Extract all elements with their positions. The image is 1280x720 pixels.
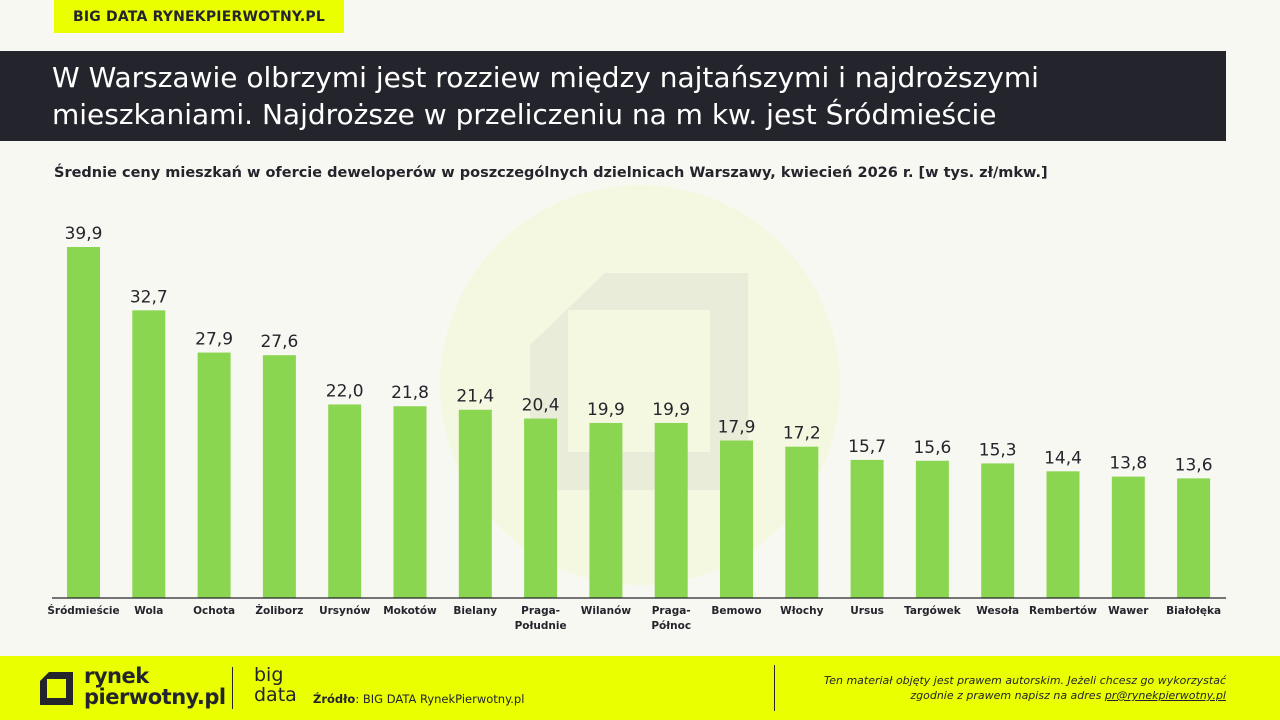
- category-label-12: Ursus: [850, 605, 884, 617]
- category-label-0: Śródmieście: [47, 604, 119, 617]
- footer-divider: [774, 665, 775, 711]
- data-label-9: 19,9: [652, 400, 690, 420]
- bar-4: [328, 404, 362, 598]
- data-label-6: 21,4: [456, 387, 494, 407]
- footer: rynek pierwotny.pl big data Źródło: BIG …: [0, 656, 1280, 720]
- bigdata-wordmark: big data: [254, 664, 297, 706]
- data-label-8: 19,9: [587, 400, 625, 420]
- contact-email-link[interactable]: pr@rynekpierwotny.pl: [1104, 689, 1226, 702]
- data-label-16: 13,8: [1109, 454, 1147, 474]
- data-label-10: 17,9: [718, 418, 756, 438]
- page-title: W Warszawie olbrzymi jest rozziew między…: [52, 61, 1039, 131]
- category-label-4: Ursynów: [319, 605, 370, 617]
- bar-3: [262, 355, 296, 598]
- chart-subtitle: Średnie ceny mieszkań w ofercie dewelope…: [54, 165, 1048, 181]
- data-label-4: 22,0: [326, 381, 364, 401]
- category-label-1: Wola: [134, 605, 163, 617]
- category-label-2: Ochota: [193, 605, 235, 617]
- data-label-17: 13,6: [1175, 455, 1213, 475]
- bar-6: [458, 409, 492, 598]
- data-label-3: 27,6: [260, 332, 298, 352]
- category-label-14: Wesoła: [976, 605, 1019, 617]
- logo-wordmark: rynek pierwotny.pl: [84, 664, 226, 709]
- data-label-12: 15,7: [848, 437, 886, 457]
- data-label-13: 15,6: [913, 438, 951, 458]
- bar-1: [132, 310, 166, 598]
- bar-11: [785, 446, 819, 598]
- brand-tag: BIG DATA RYNEKPIERWOTNY.PL: [54, 0, 344, 33]
- bar-9: [654, 422, 688, 598]
- bar-16: [1111, 476, 1145, 598]
- bar-15: [1046, 471, 1080, 598]
- category-label-6: Bielany: [453, 605, 497, 617]
- data-label-2: 27,9: [195, 330, 233, 350]
- data-label-15: 14,4: [1044, 448, 1082, 468]
- bar-12: [850, 459, 884, 598]
- bar-8: [589, 422, 623, 598]
- bar-17: [1177, 478, 1211, 598]
- copyright-note: Ten materiał objęty jest prawem autorski…: [823, 674, 1226, 702]
- data-label-5: 21,8: [391, 383, 429, 403]
- category-label-11: Włochy: [780, 605, 823, 617]
- category-label-15: Rembertów: [1029, 605, 1097, 617]
- bar-5: [393, 406, 427, 598]
- data-label-0: 39,9: [65, 224, 103, 244]
- category-label-17: Białołęka: [1166, 605, 1221, 617]
- category-label-8: Wilanów: [581, 605, 632, 617]
- bar-13: [915, 460, 949, 598]
- category-label-16: Wawer: [1108, 605, 1149, 617]
- bar-10: [720, 440, 753, 598]
- category-label-13: Targówek: [904, 605, 962, 617]
- category-label-9: Praga-Północ: [651, 605, 691, 632]
- bar-7: [524, 418, 558, 598]
- title-band: W Warszawie olbrzymi jest rozziew między…: [0, 51, 1226, 141]
- bar-14: [981, 463, 1015, 598]
- data-label-1: 32,7: [130, 287, 168, 307]
- data-label-14: 15,3: [979, 440, 1017, 460]
- category-label-3: Żoliborz: [255, 603, 303, 617]
- logo-divider: [232, 667, 233, 709]
- category-label-10: Bemowo: [711, 605, 761, 617]
- data-label-7: 20,4: [522, 396, 560, 416]
- rynekpierwotny-logo-icon: [40, 672, 73, 705]
- bar-0: [67, 247, 100, 598]
- category-label-5: Mokotów: [383, 605, 437, 617]
- bar-2: [197, 352, 231, 598]
- data-label-11: 17,2: [783, 424, 821, 444]
- source-note: Źródło: BIG DATA RynekPierwotny.pl: [313, 692, 525, 706]
- category-label-7: Praga-Południe: [515, 605, 567, 632]
